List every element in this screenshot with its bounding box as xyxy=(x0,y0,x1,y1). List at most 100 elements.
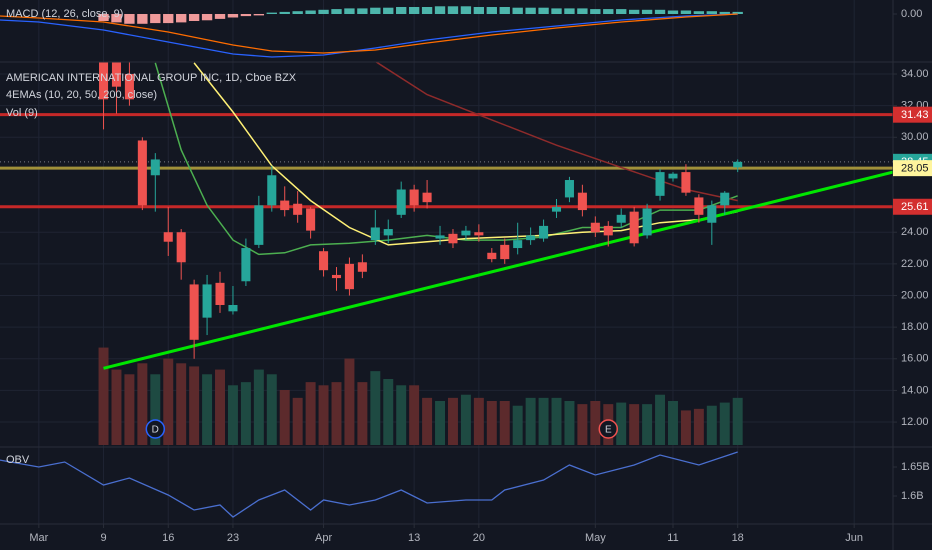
y-tick-label: 16.00 xyxy=(901,353,929,365)
candle-body xyxy=(124,74,134,100)
volume-bar xyxy=(383,379,394,445)
x-tick-label: 9 xyxy=(100,532,106,544)
macd-histogram-bar xyxy=(227,13,239,18)
macd-histogram-bar xyxy=(253,13,265,16)
volume-bar xyxy=(473,397,484,445)
macd-histogram-bar xyxy=(680,10,692,14)
obv-title: OBV xyxy=(6,454,30,466)
volume-bar xyxy=(292,397,303,445)
candle-body xyxy=(137,140,147,206)
y-tick-label: 14.00 xyxy=(901,384,929,396)
candle-body xyxy=(707,205,717,223)
candle-body xyxy=(733,161,743,168)
macd-histogram-bar xyxy=(124,13,135,24)
volume-bar xyxy=(357,382,368,445)
event-marker xyxy=(598,419,619,439)
volume-bar xyxy=(499,401,510,445)
macd-histogram-bar xyxy=(292,11,303,14)
macd-histogram-bar xyxy=(305,10,316,14)
volume-bar xyxy=(305,382,316,445)
candle-body xyxy=(331,274,342,279)
macd-histogram-bar xyxy=(473,6,485,14)
candle-body xyxy=(370,227,380,241)
volume-bar xyxy=(253,369,264,445)
y-tick-label: 30.00 xyxy=(901,131,929,143)
candle-body xyxy=(577,192,587,211)
macd-histogram-bar xyxy=(150,13,161,24)
event-label: E xyxy=(605,425,612,436)
price-level-tag xyxy=(893,106,932,123)
x-tick-label: 16 xyxy=(162,532,174,544)
macd-histogram-bar xyxy=(706,11,717,14)
candle-body xyxy=(500,244,510,260)
candle-body xyxy=(306,208,316,231)
y-tick-label: 1.65B xyxy=(901,461,930,473)
macd-histogram-bar xyxy=(279,11,290,14)
macd-histogram-bar xyxy=(460,6,472,14)
macd-histogram-bar xyxy=(370,7,381,14)
candle-body xyxy=(228,304,238,312)
price-level-label: 28.05 xyxy=(901,163,929,175)
macd-histogram-bar xyxy=(667,10,679,14)
candle-body xyxy=(267,175,277,206)
y-tick-label: 24.00 xyxy=(901,226,929,238)
candle-body xyxy=(513,240,523,249)
volume-bar xyxy=(564,401,575,445)
x-tick-label: Apr xyxy=(315,532,332,544)
candle-body xyxy=(564,180,574,198)
obv-pane xyxy=(0,451,738,518)
candle-body xyxy=(241,248,251,282)
volume-bar xyxy=(486,401,497,445)
candle-body xyxy=(487,252,497,260)
macd-histogram-bar xyxy=(396,6,407,14)
candle-body xyxy=(111,62,122,87)
candle-body xyxy=(202,284,212,318)
price-level-tag xyxy=(893,198,932,215)
price-level-label: 31.43 xyxy=(901,109,929,121)
candle-body xyxy=(280,200,290,211)
candle-body xyxy=(215,282,225,305)
volume-bar xyxy=(435,401,446,445)
candle-body xyxy=(409,189,419,206)
candle-body xyxy=(668,173,678,179)
macd-histogram-bar xyxy=(654,9,666,14)
volume-bar xyxy=(668,401,678,445)
x-tick-label: 20 xyxy=(473,532,485,544)
macd-histogram-bar xyxy=(616,9,627,14)
macd-histogram-bar xyxy=(188,13,200,21)
candle-body xyxy=(176,232,186,263)
candle-body xyxy=(435,235,445,239)
macd-histogram-bar xyxy=(214,13,226,19)
obv-line xyxy=(0,451,738,518)
candle-body xyxy=(720,192,730,206)
macd-histogram-bar xyxy=(408,6,420,14)
indicator-label: 4EMAs (10, 20, 50, 200, close) xyxy=(6,89,157,101)
macd-histogram-bar xyxy=(732,11,743,14)
candle-body xyxy=(163,232,173,242)
macd-histogram-bar xyxy=(344,8,355,14)
event-label: D xyxy=(152,425,159,436)
volume-bar xyxy=(124,374,135,445)
volume-bar xyxy=(577,404,588,445)
x-tick-label: Jun xyxy=(845,532,863,544)
macd-histogram-bar xyxy=(176,13,187,23)
y-tick-label: 18.00 xyxy=(901,321,929,333)
volume-bar xyxy=(318,385,329,445)
macd-histogram-bar xyxy=(137,13,148,24)
candle-body xyxy=(694,197,704,215)
macd-histogram-bar xyxy=(331,9,342,14)
macd-histogram-bar xyxy=(628,9,640,14)
candle-body xyxy=(655,172,665,196)
x-tick-label: 11 xyxy=(667,532,678,544)
candle-body xyxy=(616,214,626,223)
candle-body xyxy=(293,203,303,215)
volume-bar xyxy=(512,405,523,445)
price-level-tag xyxy=(893,160,932,177)
event-marker xyxy=(145,419,166,439)
macd-histogram-bar xyxy=(357,8,368,14)
volume-label: Vol (9) xyxy=(6,107,38,119)
macd-histogram-bar xyxy=(538,7,549,14)
macd-histogram-bar xyxy=(499,6,510,14)
